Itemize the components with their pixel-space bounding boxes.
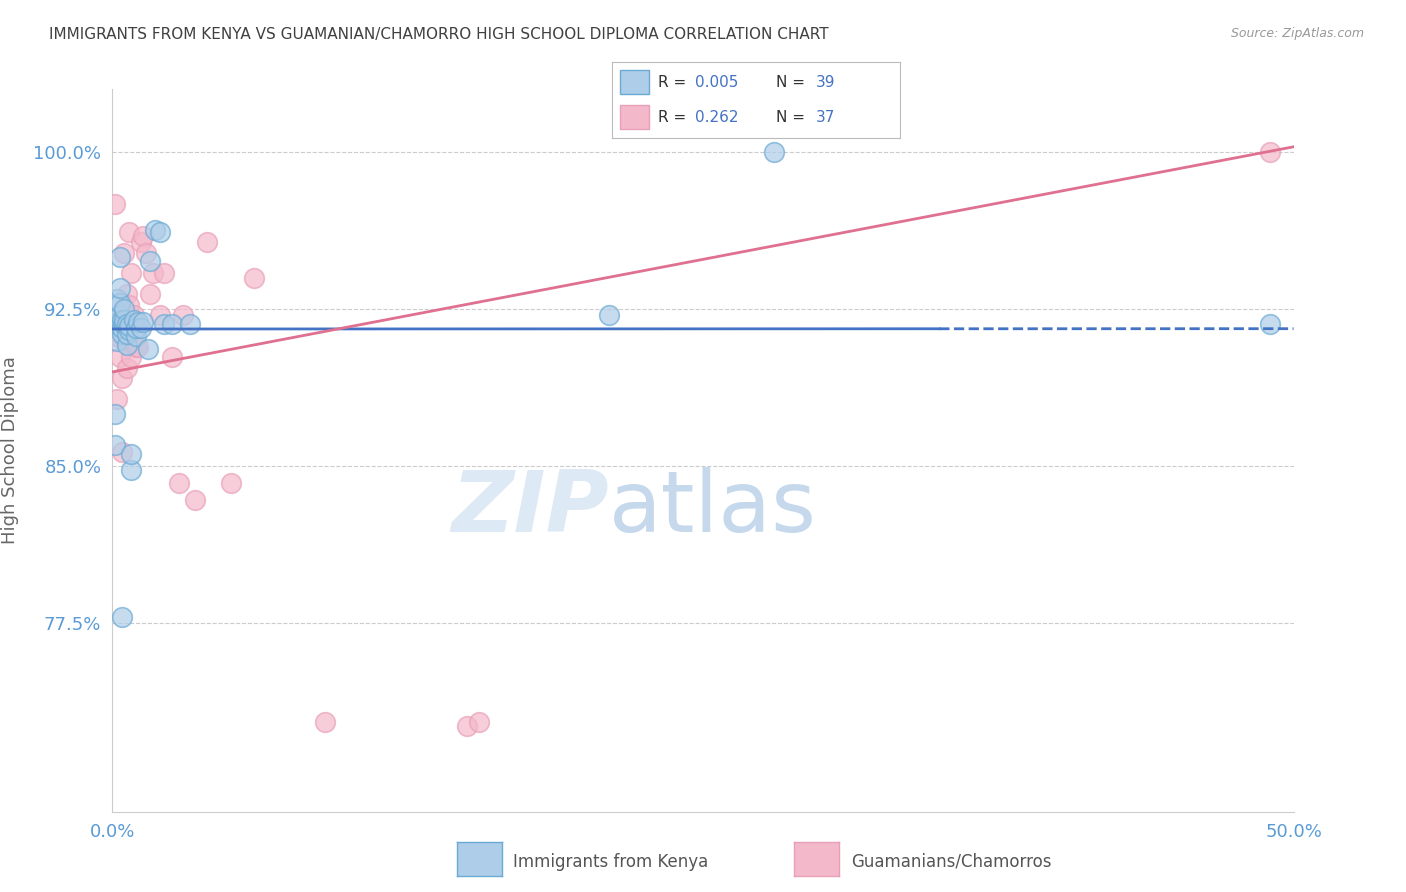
Point: [132, 228, 155, 243]
Point: [112, 329, 135, 343]
Point: [115, 287, 138, 301]
Point: [127, 315, 149, 329]
Point: [219, 475, 242, 490]
Point: [160, 351, 183, 365]
Point: [598, 309, 620, 323]
Point: [143, 222, 166, 236]
Text: 39: 39: [817, 76, 835, 90]
Point: [120, 267, 142, 281]
Text: atlas: atlas: [609, 467, 817, 549]
Point: [762, 145, 785, 159]
Point: [135, 245, 157, 260]
Point: [1258, 317, 1281, 331]
Point: [149, 309, 172, 323]
Point: [118, 298, 141, 312]
Point: [179, 317, 201, 331]
Point: [139, 287, 162, 301]
Point: [105, 329, 128, 343]
Point: [112, 312, 135, 326]
Point: [108, 250, 131, 264]
Text: Immigrants from Kenya: Immigrants from Kenya: [513, 853, 709, 871]
Point: [467, 714, 489, 729]
Point: [127, 340, 149, 354]
Point: [122, 309, 145, 323]
Point: [125, 321, 148, 335]
Text: 0.005: 0.005: [695, 76, 738, 90]
Point: [115, 337, 138, 351]
Point: [172, 309, 194, 323]
Point: [129, 235, 152, 249]
Point: [195, 235, 218, 249]
Text: R =: R =: [658, 76, 690, 90]
Point: [118, 225, 141, 239]
Point: [118, 318, 141, 333]
Point: [111, 444, 134, 458]
Text: N =: N =: [776, 76, 810, 90]
Text: IMMIGRANTS FROM KENYA VS GUAMANIAN/CHAMORRO HIGH SCHOOL DIPLOMA CORRELATION CHAR: IMMIGRANTS FROM KENYA VS GUAMANIAN/CHAMO…: [49, 27, 828, 42]
Point: [111, 312, 134, 326]
Text: N =: N =: [776, 111, 810, 125]
Point: [104, 407, 127, 421]
Point: [104, 197, 127, 211]
Point: [314, 714, 336, 729]
Text: ZIP: ZIP: [451, 467, 609, 549]
Point: [136, 342, 159, 356]
Point: [142, 267, 165, 281]
Point: [118, 323, 141, 337]
Point: [115, 327, 138, 342]
Point: [108, 295, 131, 310]
Point: [108, 312, 131, 326]
Point: [111, 327, 134, 342]
Point: [108, 351, 131, 365]
FancyBboxPatch shape: [620, 105, 650, 129]
Point: [120, 463, 142, 477]
Text: 0.262: 0.262: [695, 111, 738, 125]
Point: [149, 225, 172, 239]
Point: [184, 492, 207, 507]
Point: [153, 317, 176, 331]
Y-axis label: High School Diploma: High School Diploma: [1, 357, 20, 544]
Point: [108, 281, 131, 295]
FancyBboxPatch shape: [620, 70, 650, 95]
Point: [115, 360, 138, 375]
Point: [1258, 145, 1281, 159]
Point: [104, 329, 127, 343]
Point: [111, 610, 134, 624]
Text: Source: ZipAtlas.com: Source: ZipAtlas.com: [1230, 27, 1364, 40]
Point: [456, 719, 478, 733]
Point: [111, 321, 134, 335]
Point: [104, 438, 127, 452]
Point: [243, 270, 266, 285]
Point: [139, 254, 162, 268]
Point: [120, 351, 142, 365]
Point: [122, 312, 145, 326]
Point: [160, 317, 183, 331]
Point: [108, 309, 131, 323]
Point: [105, 392, 128, 406]
Point: [153, 267, 176, 281]
Point: [111, 371, 134, 385]
Point: [115, 317, 138, 331]
Point: [112, 302, 135, 317]
Point: [125, 329, 148, 343]
Text: 37: 37: [817, 111, 835, 125]
Point: [112, 245, 135, 260]
Point: [108, 309, 131, 323]
Point: [129, 321, 152, 335]
Point: [132, 315, 155, 329]
Point: [120, 447, 142, 461]
Point: [125, 340, 148, 354]
Point: [112, 317, 135, 331]
Point: [105, 292, 128, 306]
Point: [167, 475, 190, 490]
Text: Guamanians/Chamorros: Guamanians/Chamorros: [851, 853, 1052, 871]
Text: R =: R =: [658, 111, 690, 125]
Point: [105, 334, 128, 348]
